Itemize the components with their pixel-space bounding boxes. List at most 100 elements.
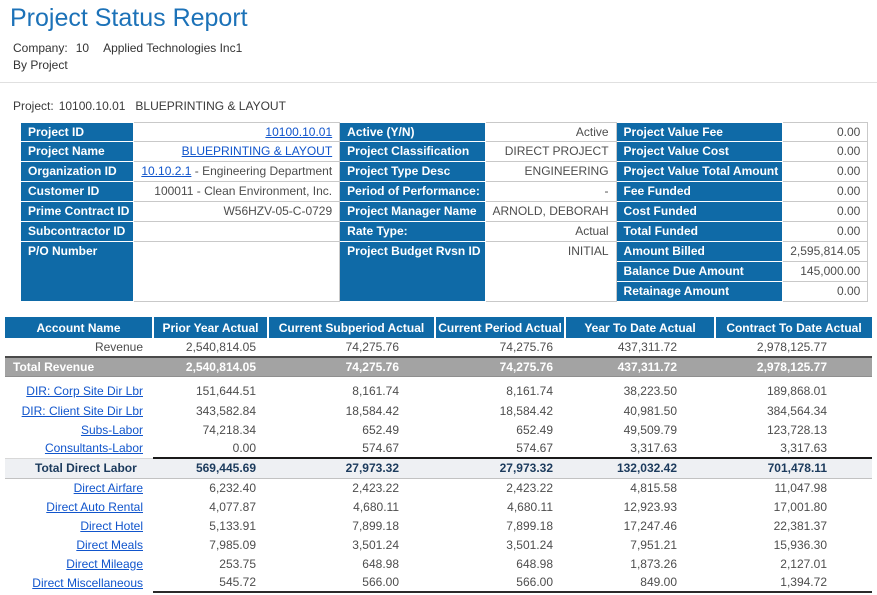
account-link[interactable]: Subs-Labor (80, 422, 143, 437)
account-name-cell: DIR: Client Site Dir Lbr (5, 401, 153, 420)
amount-cell: 2,978,125.77 (756, 340, 827, 354)
amount-cell: 7,899.18 (506, 518, 553, 533)
table-row: Direct Auto Rental 4,077.87 4,680.11 4,680.… (5, 497, 872, 516)
amount-cell: 132,032.42 (565, 457, 715, 479)
amount-cell: 437,311.72 (565, 356, 715, 377)
report-page: Project Status Report Company: 10 Applied … (0, 4, 877, 595)
table-row: Consultants-Labor 0.00 574.67 574.67 3,317.6… (5, 439, 872, 458)
info-label: Customer ID (20, 182, 135, 202)
amount-cell: 6,232.40 (209, 480, 256, 495)
grouping-line: By Project (13, 58, 68, 72)
info-row: Retainage Amount 0.00 (20, 282, 869, 302)
amount-cell: 2,540,814.05 (185, 340, 256, 354)
amount-cell: 5,133.91 (209, 518, 256, 533)
info-label: Project Name (20, 142, 135, 162)
account-name-cell: Direct Auto Rental (5, 497, 153, 516)
account-name-cell: Direct Meals (5, 535, 153, 554)
amount-cell: 3,317.63 (630, 441, 677, 455)
company-name: Applied Technologies Inc1 (103, 41, 243, 55)
amount-cell: 652.49 (362, 422, 399, 437)
amount-cell: 7,899.18 (352, 518, 399, 533)
info-row: P/O Number Project Budget Rvsn ID INITIAL A… (20, 242, 869, 302)
project-info-panel: Project ID 10100.10.01 Active (Y/N) Active P… (20, 122, 869, 302)
company-line: Company: 10 Applied Technologies Inc1 (13, 41, 877, 55)
info-value-suffix: - Engineering Department (191, 164, 333, 178)
table-row: Revenue 2,540,814.05 74,275.76 74,275.76 437… (5, 338, 872, 357)
info-label: Amount Billed (616, 242, 784, 262)
amount-cell: 8,161.74 (506, 384, 553, 399)
info-row: Project ID 10100.10.01 Active (Y/N) Active P… (20, 122, 869, 142)
amount-cell: 648.98 (516, 556, 553, 571)
info-label: Rate Type: (340, 222, 486, 242)
amount-cell: 15,936.30 (773, 537, 827, 552)
amount-cell: 545.72 (219, 575, 256, 589)
project-name: BLUEPRINTING & LAYOUT (135, 99, 286, 113)
amount-cell: 2,127.01 (780, 556, 827, 571)
info-row: Project Name BLUEPRINTING & LAYOUT Project… (20, 142, 869, 162)
info-value: 145,000.00 (783, 262, 869, 282)
amount-cell: 2,423.22 (352, 480, 399, 495)
info-value-link[interactable]: 10.10.2.1 (141, 164, 192, 178)
account-link[interactable]: Consultants-Labor (44, 441, 143, 456)
info-value: INITIAL (485, 242, 617, 302)
amount-cell: 151,644.51 (195, 384, 256, 399)
info-label: Project Classification (340, 142, 486, 162)
info-label: Project Type Desc (340, 162, 486, 182)
amount-cell: 4,680.11 (507, 499, 553, 514)
amount-cell: 74,275.76 (499, 340, 553, 354)
amount-cell: 648.98 (362, 556, 399, 571)
amount-cell: 701,478.11 (715, 457, 872, 479)
info-label: Fee Funded (616, 182, 784, 202)
amount-cell: 11,047.98 (774, 480, 828, 495)
account-link[interactable]: Direct Mileage (66, 556, 143, 571)
amount-cell: 4,680.11 (353, 499, 399, 514)
amount-cell: 2,978,125.77 (715, 356, 872, 377)
account-name-cell: Direct Miscellaneous (5, 573, 153, 592)
account-link[interactable]: Direct Auto Rental (46, 499, 143, 514)
info-value: ARNOLD, DEBORAH (485, 202, 617, 222)
info-label: Subcontractor ID (20, 222, 135, 242)
amount-cell: 74,275.76 (345, 340, 399, 354)
info-value: 0.00 (783, 202, 869, 222)
amount-cell: 22,381.37 (773, 518, 827, 533)
info-label: Total Funded (616, 222, 784, 242)
account-name-cell: DIR: Corp Site Dir Lbr (5, 376, 153, 401)
account-name-cell: Subs-Labor (5, 420, 153, 439)
account-link[interactable]: Direct Airfare (73, 480, 143, 495)
info-value-link[interactable]: 10100.10.01 (265, 124, 333, 139)
info-label: Project Value Fee (616, 122, 784, 142)
amount-cell: 74,275.76 (268, 356, 435, 377)
account-link[interactable]: Direct Meals (76, 537, 143, 552)
info-value: BLUEPRINTING & LAYOUT (134, 142, 341, 162)
info-row: Balance Due Amount 145,000.00 (20, 262, 869, 282)
account-link[interactable]: Direct Miscellaneous (32, 575, 143, 590)
info-value (134, 222, 341, 242)
company-code: 10 (75, 41, 90, 55)
info-value: DIRECT PROJECT (485, 142, 617, 162)
amount-cell: 343,582.84 (195, 403, 256, 418)
table-row: Subs-Labor 74,218.34 652.49 652.49 49,509.79… (5, 420, 872, 439)
info-value: 0.00 (783, 122, 869, 142)
table-row: Direct Miscellaneous 545.72 566.00 566.00 84… (5, 573, 872, 592)
amount-cell: 74,275.76 (435, 356, 565, 377)
info-label: Period of Performance: (340, 182, 486, 202)
account-link[interactable]: Direct Hotel (80, 518, 143, 533)
amount-cell: 40,981.50 (623, 403, 677, 418)
table-row: DIR: Client Site Dir Lbr 343,582.84 18,584… (5, 401, 872, 420)
account-link[interactable]: DIR: Client Site Dir Lbr (21, 403, 143, 418)
info-value-link[interactable]: BLUEPRINTING & LAYOUT (181, 144, 333, 158)
column-header-ytd: Year To Date Actual (564, 317, 715, 338)
column-header-ctd: Contract To Date Actual (714, 317, 872, 338)
amount-cell: 18,584.42 (345, 403, 399, 418)
amount-cell: 253.75 (219, 556, 256, 571)
amount-cell: 7,985.09 (209, 537, 256, 552)
account-table: Account Name Prior Year Actual Current S… (5, 317, 872, 595)
amount-cell: 27,973.32 (268, 457, 435, 479)
amount-cell: 2,540,814.05 (153, 356, 268, 377)
account-name-cell: Direct Airfare (5, 478, 153, 497)
amount-cell: 7,951.21 (630, 537, 677, 552)
amount-cell: 4,077.87 (209, 499, 256, 514)
account-link[interactable]: DIR: Corp Site Dir Lbr (26, 384, 143, 399)
amount-cell: 38,223.50 (623, 384, 677, 399)
info-value: 10.10.2.1 - Engineering Department (134, 162, 341, 182)
